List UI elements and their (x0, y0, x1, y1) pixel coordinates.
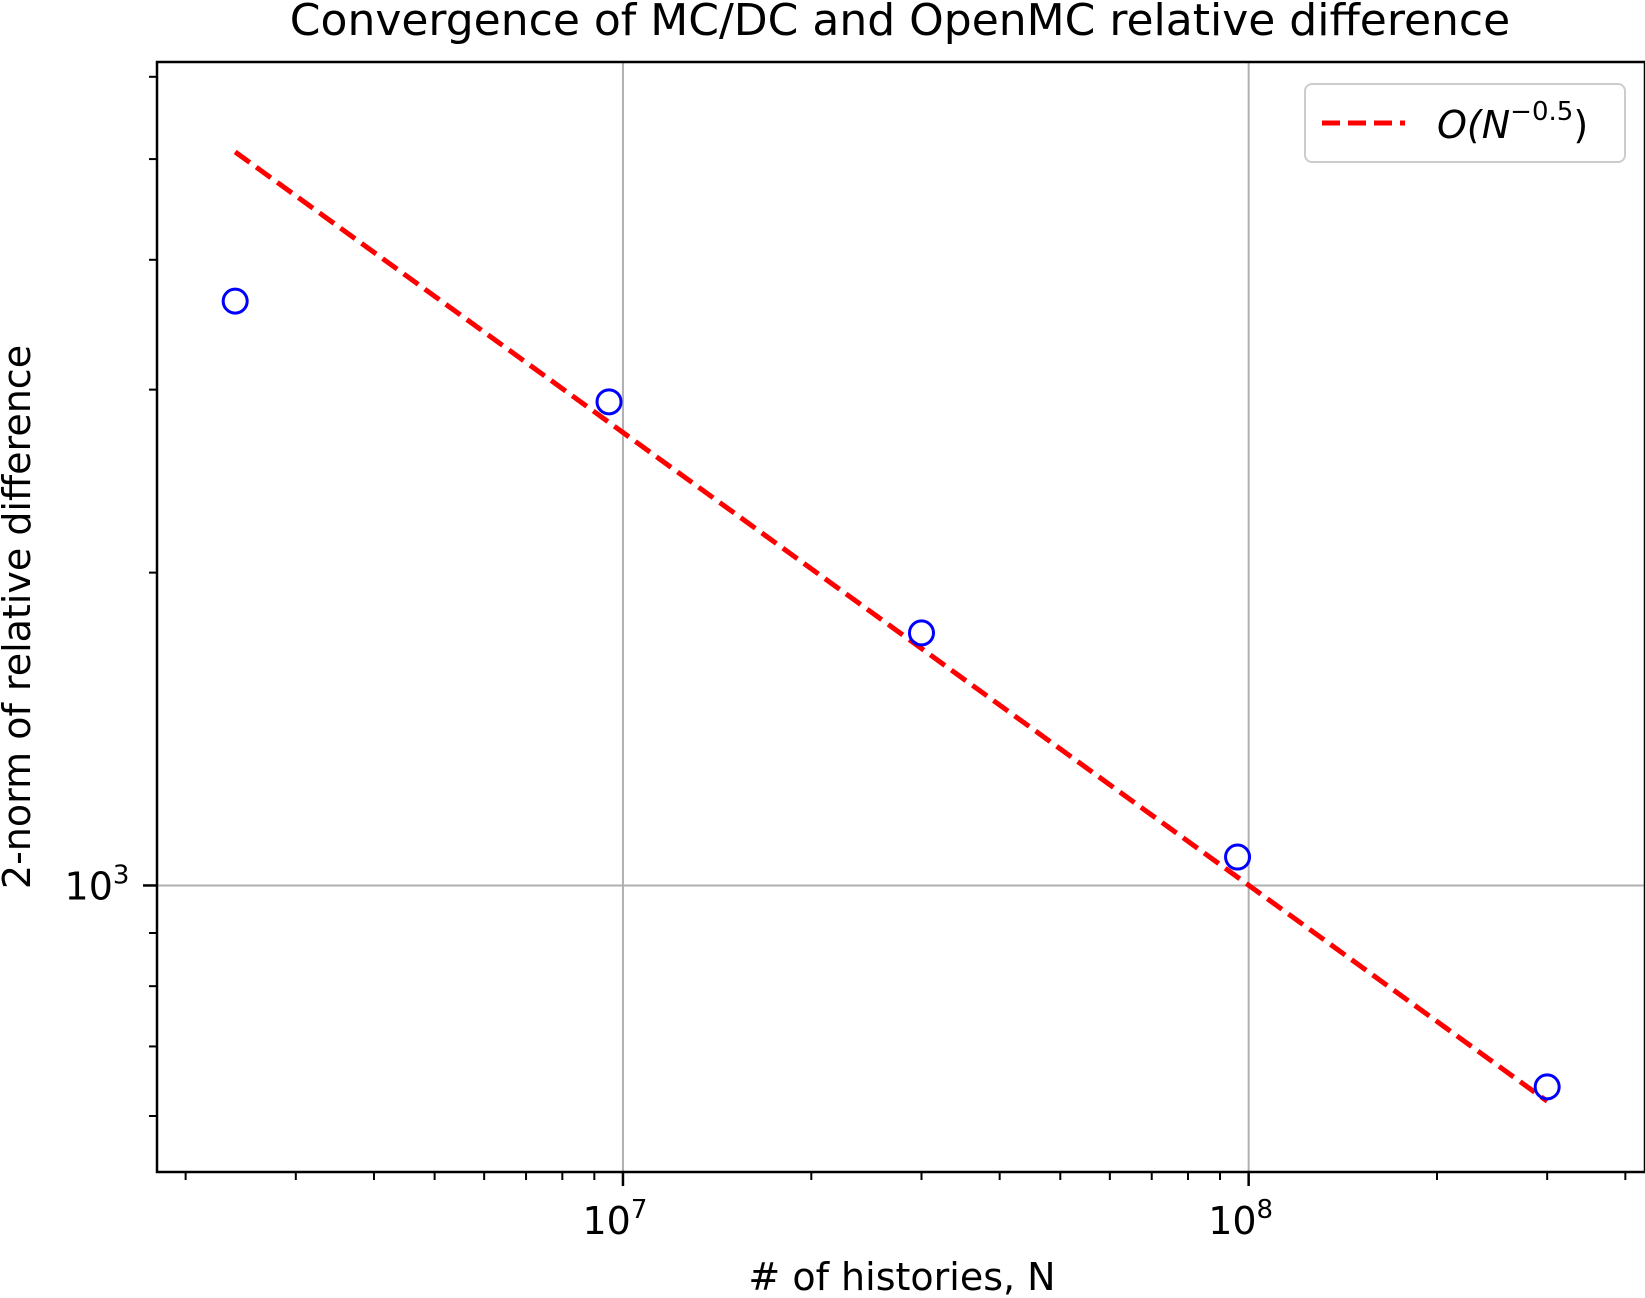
y-tick-label: 103 (65, 860, 130, 908)
legend-label-main: O(N (1437, 103, 1510, 147)
x-tick-label: 107 (583, 1195, 648, 1243)
plot-frame (155, 60, 1645, 1174)
legend-label-exponent: −0.5 (1510, 97, 1573, 127)
tick-labels: 107 108 103 (65, 860, 1274, 1243)
data-point (1533, 1073, 1561, 1101)
data-point (1224, 843, 1252, 871)
legend-label-close: ) (1573, 103, 1588, 147)
plot-series (221, 149, 1561, 1104)
data-point (907, 619, 935, 647)
y-axis-label: 2-norm of relative difference (0, 345, 39, 889)
grid-lines (157, 62, 1645, 1172)
major-ticks (143, 884, 1250, 1186)
legend: O(N−0.5) (1304, 83, 1626, 163)
x-axis-label: # of histories, N (748, 1255, 1055, 1298)
data-point (221, 287, 249, 315)
chart-title: Convergence of MC/DC and OpenMC relative… (290, 0, 1510, 46)
x-tick-label: 108 (1208, 1195, 1273, 1243)
data-point (595, 388, 623, 416)
legend-box (1304, 83, 1626, 163)
legend-label: O(N−0.5) (1437, 97, 1588, 147)
reference-line (233, 149, 1549, 1104)
minor-ticks (149, 75, 1627, 1180)
